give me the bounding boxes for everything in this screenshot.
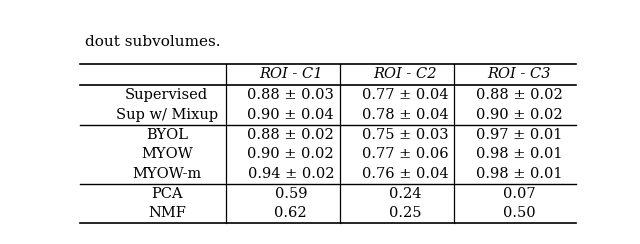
Text: 0.90 ± 0.04: 0.90 ± 0.04 bbox=[248, 108, 334, 122]
Text: Sup w/ Mixup: Sup w/ Mixup bbox=[116, 108, 218, 122]
Text: 0.24: 0.24 bbox=[388, 187, 421, 201]
Text: ROI - C2: ROI - C2 bbox=[373, 67, 436, 81]
Text: 0.90 ± 0.02: 0.90 ± 0.02 bbox=[248, 147, 334, 161]
Text: 0.98 ± 0.01: 0.98 ± 0.01 bbox=[476, 147, 562, 161]
Text: NMF: NMF bbox=[148, 206, 186, 220]
Text: 0.94 ± 0.02: 0.94 ± 0.02 bbox=[248, 167, 334, 181]
Text: 0.62: 0.62 bbox=[275, 206, 307, 220]
Text: BYOL: BYOL bbox=[146, 128, 188, 142]
Text: dout subvolumes.: dout subvolumes. bbox=[85, 35, 220, 49]
Text: ROI - C3: ROI - C3 bbox=[487, 67, 550, 81]
Text: 0.59: 0.59 bbox=[275, 187, 307, 201]
Text: 0.76 ± 0.04: 0.76 ± 0.04 bbox=[362, 167, 448, 181]
Text: 0.88 ± 0.02: 0.88 ± 0.02 bbox=[476, 88, 563, 102]
Text: 0.50: 0.50 bbox=[502, 206, 535, 220]
Text: Supervised: Supervised bbox=[125, 88, 209, 102]
Text: MYOW-m: MYOW-m bbox=[132, 167, 202, 181]
Text: 0.88 ± 0.02: 0.88 ± 0.02 bbox=[248, 128, 334, 142]
Text: 0.90 ± 0.02: 0.90 ± 0.02 bbox=[476, 108, 563, 122]
Text: 0.77 ± 0.06: 0.77 ± 0.06 bbox=[362, 147, 448, 161]
Text: 0.25: 0.25 bbox=[388, 206, 421, 220]
Text: MYOW: MYOW bbox=[141, 147, 193, 161]
Text: 0.98 ± 0.01: 0.98 ± 0.01 bbox=[476, 167, 562, 181]
Text: 0.75 ± 0.03: 0.75 ± 0.03 bbox=[362, 128, 448, 142]
Text: 0.77 ± 0.04: 0.77 ± 0.04 bbox=[362, 88, 448, 102]
Text: 0.07: 0.07 bbox=[502, 187, 535, 201]
Text: ROI - C1: ROI - C1 bbox=[259, 67, 323, 81]
Text: PCA: PCA bbox=[151, 187, 182, 201]
Text: 0.88 ± 0.03: 0.88 ± 0.03 bbox=[248, 88, 334, 102]
Text: 0.97 ± 0.01: 0.97 ± 0.01 bbox=[476, 128, 562, 142]
Text: 0.78 ± 0.04: 0.78 ± 0.04 bbox=[362, 108, 448, 122]
